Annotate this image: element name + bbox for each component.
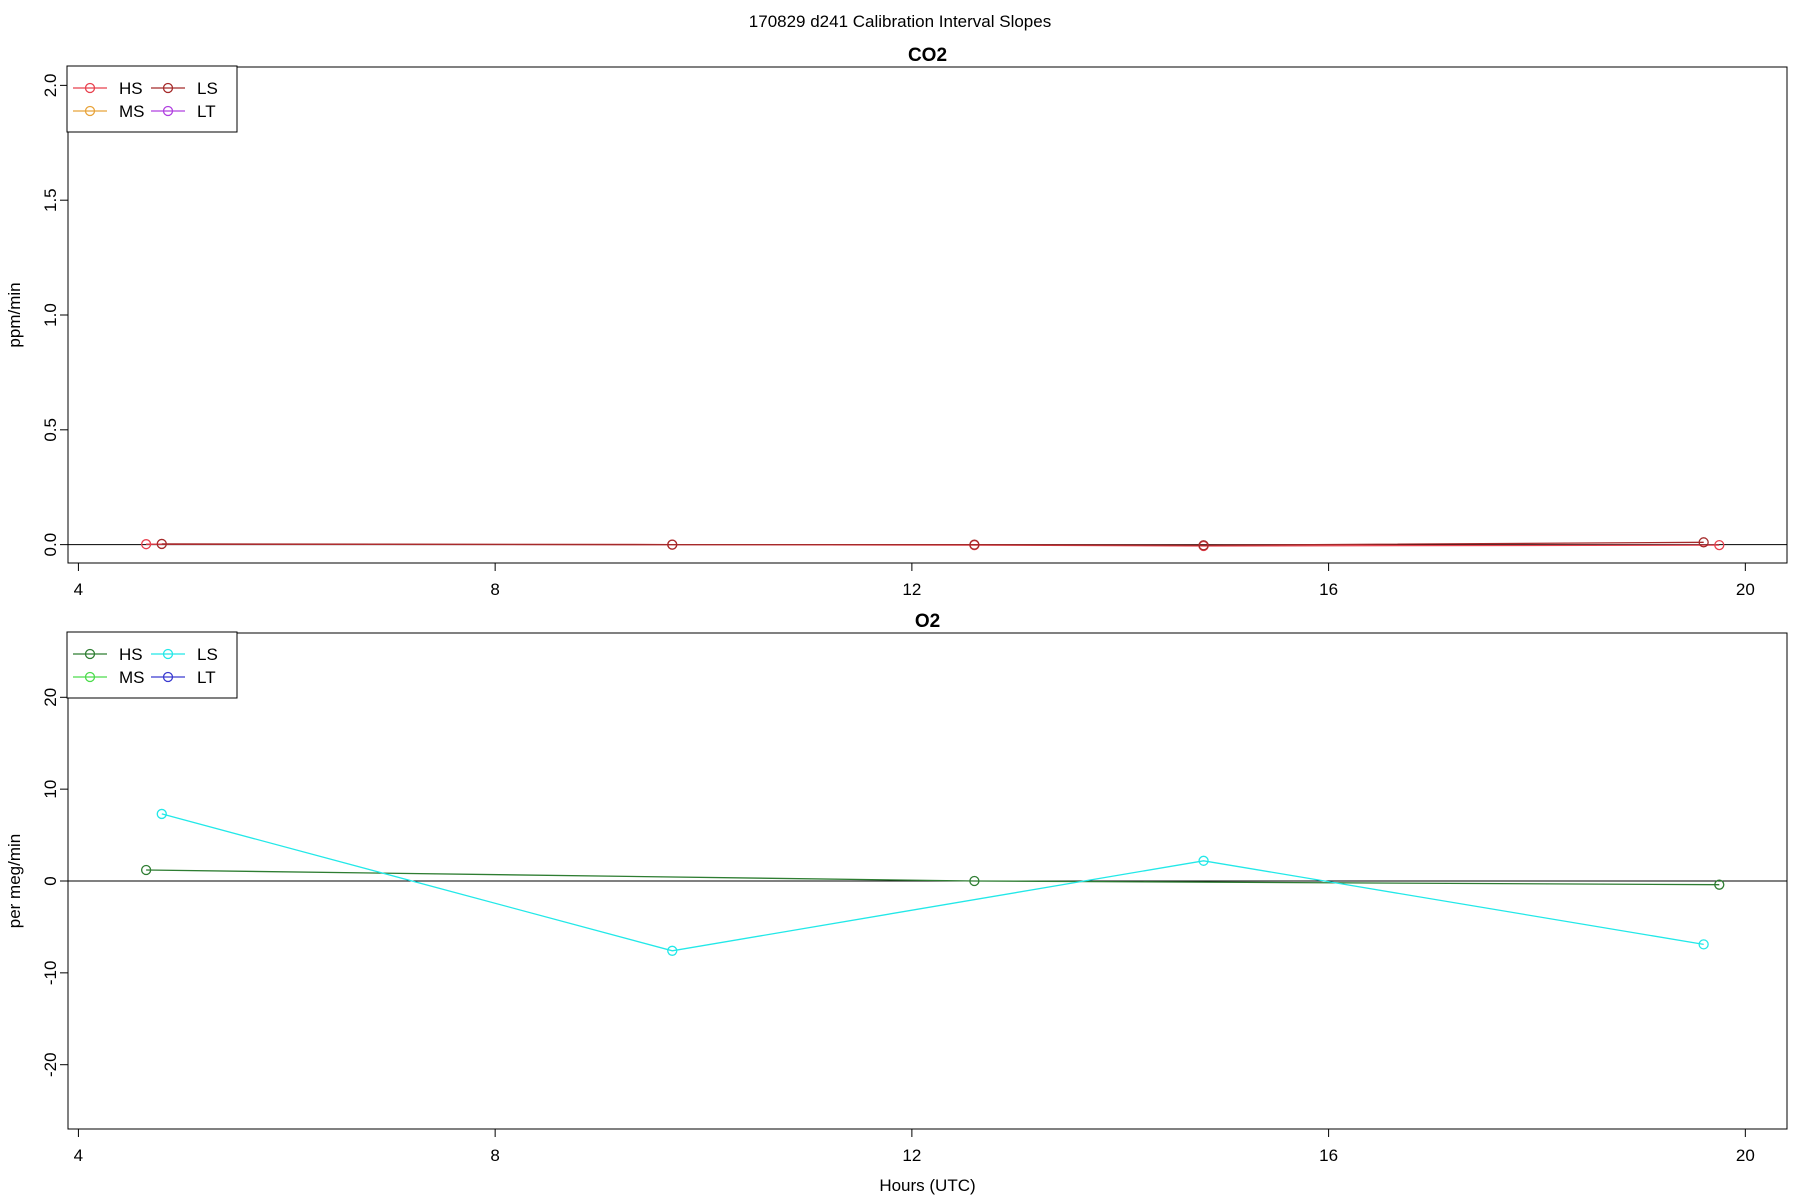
o2-legend-box	[66, 631, 238, 699]
co2-series-ls-line	[161, 541, 1704, 546]
co2-legend-label-lt: LT	[197, 102, 216, 121]
o2-y-tick-label: 20	[41, 688, 60, 707]
co2-x-tick-label: 20	[1736, 580, 1755, 599]
co2-y-tick-label: 2.0	[41, 74, 60, 98]
o2-x-tick-label: 8	[490, 1146, 499, 1165]
o2-legend-label-hs: HS	[119, 645, 143, 664]
co2-series-ls-point	[1698, 537, 1709, 548]
o2-x-tick-label: 4	[74, 1146, 83, 1165]
o2-panel-title: O2	[915, 611, 940, 632]
o2-x-tick-label: 16	[1319, 1146, 1338, 1165]
co2-legend-swatch-point	[162, 82, 174, 94]
co2-legend-swatch-point	[84, 105, 96, 117]
o2-series-ls-point	[156, 808, 167, 820]
o2-legend-label-ms: MS	[119, 668, 145, 687]
o2-legend-swatch-point	[162, 671, 174, 683]
o2-legend: HS MS LS LT	[66, 631, 238, 699]
o2-x-tick-label: 12	[902, 1146, 921, 1165]
o2-series-ls-point	[667, 945, 678, 956]
o2-panel: O2 4 8 12 16 20 -20 -10 0 10 20 per meg/min Hours (U…	[5, 611, 1788, 1195]
o2-legend-swatch-point	[162, 648, 174, 660]
o2-y-axis-label: per meg/min	[5, 834, 24, 928]
o2-y-tick-label: -10	[41, 961, 60, 986]
co2-y-tick-label: 0.5	[41, 418, 60, 442]
co2-legend-label-ms: MS	[119, 102, 145, 121]
co2-x-tick-label: 16	[1319, 580, 1338, 599]
o2-y-tick-label: 10	[41, 780, 60, 799]
o2-x-tick-label: 20	[1736, 1146, 1755, 1165]
co2-legend-box	[66, 65, 238, 133]
co2-y-tick-label: 0.0	[41, 533, 60, 557]
o2-y-tick-label: -20	[41, 1052, 60, 1077]
co2-legend: HS MS LS LT	[66, 65, 238, 133]
co2-y-axis-label: ppm/min	[5, 282, 24, 347]
o2-legend-swatch-point	[84, 671, 96, 683]
co2-x-tick-label: 12	[902, 580, 921, 599]
o2-legend-label-ls: LS	[197, 645, 218, 664]
co2-x-tick-label: 4	[74, 580, 83, 599]
o2-y-tick-label: 0	[41, 876, 60, 885]
o2-series-hs-point	[1714, 879, 1725, 890]
co2-panel: CO2 4 8 12 16 20 0.0 0.5 1.0 1.5 2.0 ppm/min HS MS LS L…	[5, 45, 1788, 599]
co2-series-ls-point	[156, 538, 167, 550]
o2-x-axis-label: Hours (UTC)	[879, 1176, 975, 1195]
co2-series-ls-point	[667, 539, 678, 550]
o2-series-ls-point	[1198, 855, 1209, 866]
o2-series-ls-line	[161, 813, 1704, 952]
co2-series-ls-point	[1198, 540, 1209, 551]
o2-series-hs-point	[140, 864, 152, 876]
co2-legend-label-hs: HS	[119, 79, 143, 98]
co2-legend-swatch-point	[162, 105, 174, 117]
co2-x-tick-label: 8	[490, 580, 499, 599]
co2-series-hs-point	[140, 539, 152, 550]
co2-legend-swatch-point	[84, 82, 96, 94]
o2-series-hs-point	[969, 875, 980, 887]
figure-title: 170829 d241 Calibration Interval Slopes	[749, 12, 1051, 31]
co2-y-tick-label: 1.0	[41, 303, 60, 327]
o2-series-hs-line	[146, 869, 1720, 886]
o2-legend-swatch-point	[84, 648, 96, 660]
o2-legend-label-lt: LT	[197, 668, 216, 687]
co2-series-hs-point	[1714, 539, 1725, 551]
co2-legend-label-ls: LS	[197, 79, 218, 98]
co2-series-ls-point	[969, 539, 980, 550]
co2-panel-title: CO2	[908, 45, 947, 66]
co2-y-tick-label: 1.5	[41, 188, 60, 212]
o2-series-ls-point	[1698, 939, 1709, 950]
